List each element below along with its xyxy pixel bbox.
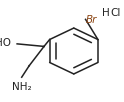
Text: NH₂: NH₂ — [12, 82, 31, 92]
Text: HO: HO — [0, 38, 11, 48]
Text: Br: Br — [86, 15, 98, 25]
Text: H: H — [102, 8, 110, 18]
Text: Cl: Cl — [110, 8, 120, 18]
